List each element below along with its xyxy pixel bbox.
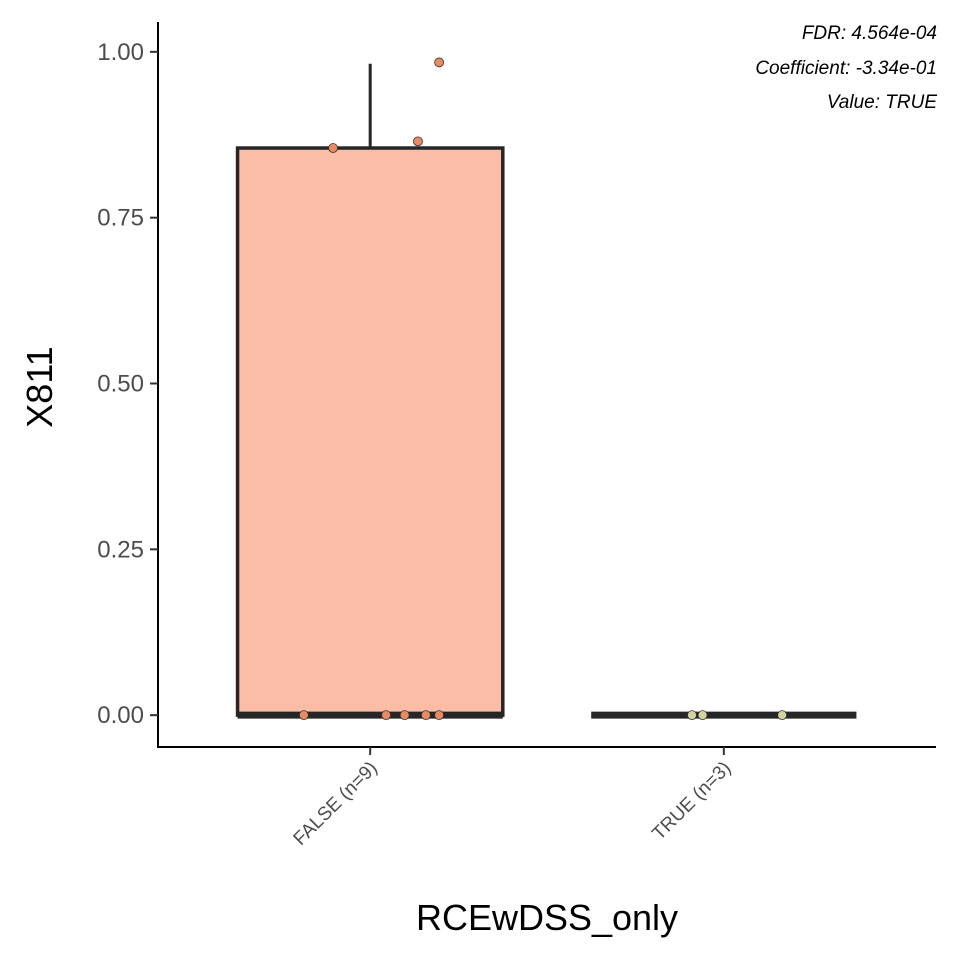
stats-annotations: FDR: 4.564e-04 Coefficient: -3.34e-01 Va… [755,23,937,113]
data-point [399,710,410,721]
x-tick-label: FALSE (n=9) [290,758,382,850]
y-tick-label: 0.50 [97,371,144,398]
x-tick-label: TRUE (n=3) [648,758,735,845]
y-ticks: 0.00 0.25 0.50 0.75 1.00 [97,39,158,729]
box-body [235,146,505,717]
y-tick-label: 0.75 [97,205,144,232]
y-tick-label: 0.25 [97,536,144,563]
boxes-layer [235,63,857,719]
data-point [328,143,338,153]
data-point [298,710,309,721]
x-ticks: FALSE (n=9) TRUE (n=3) [290,747,735,850]
y-tick-label: 1.00 [97,39,144,66]
data-point [434,57,445,68]
x-axis-title: RCEwDSS_only [416,897,678,938]
y-axis-title: X811 [19,346,60,427]
points-layer [298,57,788,721]
data-point [413,136,423,147]
data-point [687,710,697,721]
data-point [434,710,445,721]
annotation-fdr: FDR: 4.564e-04 [802,23,937,44]
data-point [420,710,431,721]
y-tick-label: 0.00 [97,702,144,729]
data-point [381,710,391,721]
annotation-coefficient: Coefficient: -3.34e-01 [755,58,937,79]
annotation-value: Value: TRUE [827,92,937,113]
data-point [777,710,788,721]
data-point [697,710,708,721]
